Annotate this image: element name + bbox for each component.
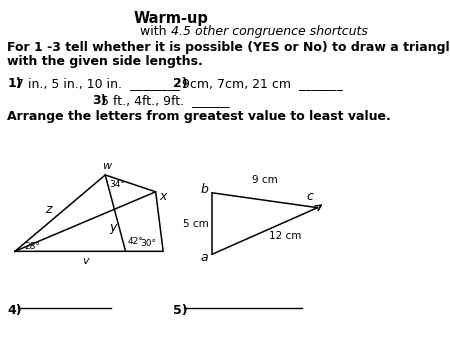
Text: with: with [140, 25, 171, 38]
Text: 9 cm: 9 cm [252, 175, 278, 185]
Text: v: v [82, 256, 89, 266]
Text: 7 in., 5 in., 10 in.  ________: 7 in., 5 in., 10 in. ________ [17, 77, 180, 90]
Text: w: w [102, 161, 111, 171]
Text: 1): 1) [7, 77, 22, 90]
Text: b: b [200, 183, 208, 196]
Text: 5): 5) [173, 304, 188, 317]
Text: 4): 4) [7, 304, 22, 317]
Text: 2): 2) [173, 77, 188, 90]
Text: x: x [159, 190, 167, 203]
Text: 5 cm: 5 cm [183, 219, 208, 228]
Text: 42°: 42° [128, 237, 144, 246]
Text: z: z [45, 203, 51, 216]
Text: with the given side lengths.: with the given side lengths. [7, 55, 203, 68]
Text: 12 cm: 12 cm [269, 231, 301, 241]
Text: c: c [307, 190, 314, 203]
Text: a: a [201, 251, 208, 264]
Text: Warm-up: Warm-up [133, 11, 208, 26]
Text: For 1 -3 tell whether it is possible (YES or No) to draw a triangle: For 1 -3 tell whether it is possible (YE… [7, 41, 450, 54]
Text: 30°: 30° [140, 239, 157, 248]
Text: 28°: 28° [24, 242, 40, 251]
Text: 34°: 34° [109, 180, 125, 189]
Text: Arrange the letters from greatest value to least value.: Arrange the letters from greatest value … [7, 111, 391, 123]
Text: 3): 3) [92, 94, 106, 106]
Text: 5 ft., 4ft., 9ft.  ______: 5 ft., 4ft., 9ft. ______ [101, 94, 230, 106]
Text: 4.5 other congruence shortcuts: 4.5 other congruence shortcuts [171, 25, 368, 38]
Text: 9cm, 7cm, 21 cm  _______: 9cm, 7cm, 21 cm _______ [182, 77, 343, 90]
Text: y: y [109, 221, 117, 234]
